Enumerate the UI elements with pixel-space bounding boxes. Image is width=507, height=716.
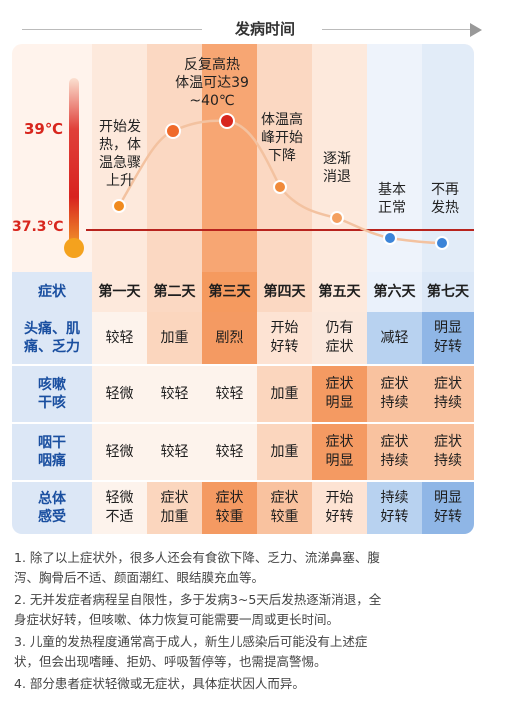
header-title: 发病时间 bbox=[234, 20, 295, 38]
timeline-header: 发病时间 bbox=[22, 14, 492, 44]
table-cell: 明显 好转 bbox=[422, 482, 474, 534]
fever-label-day5: 逐渐 消退 bbox=[323, 151, 351, 185]
fever-label-day7: 不再 发热 bbox=[431, 182, 459, 216]
table-cell: 症状 较重 bbox=[202, 482, 257, 534]
table-cell: 加重 bbox=[147, 312, 202, 364]
day-header: 第二天 bbox=[147, 272, 202, 312]
day-header: 第一天 bbox=[92, 272, 147, 312]
table-cell: 症状 明显 bbox=[312, 366, 367, 422]
day-header: 第六天 bbox=[367, 272, 422, 312]
table-cell: 开始 好转 bbox=[257, 312, 312, 364]
row-label: 头痛、肌 痛、乏力 bbox=[12, 312, 92, 364]
table-cell: 较轻 bbox=[147, 424, 202, 480]
temp-base-label: 37.3℃ bbox=[12, 219, 64, 235]
point-day2 bbox=[165, 123, 181, 139]
point-day1 bbox=[112, 199, 126, 213]
fever-label-day1: 开始发 热，体 温急骤 上升 bbox=[99, 119, 141, 189]
table-cell: 加重 bbox=[257, 366, 312, 422]
fever-curve bbox=[112, 113, 449, 250]
table-cell: 症状 较重 bbox=[257, 482, 312, 534]
day-header: 第三天 bbox=[202, 272, 257, 312]
table-cell: 较轻 bbox=[202, 366, 257, 422]
row-label: 咽干 咽痛 bbox=[12, 424, 92, 480]
note-1: 1. 除了以上症状外，很多人还会有食欲下降、乏力、流涕鼻塞、腹 泻、胸骨后不适、… bbox=[14, 550, 380, 585]
table-cell: 症状 持续 bbox=[422, 366, 474, 422]
table-corner: 症状 bbox=[12, 272, 92, 312]
table-cell: 较轻 bbox=[202, 424, 257, 480]
table-cell: 症状 明显 bbox=[312, 424, 367, 480]
table-cell: 仍有 症状 bbox=[312, 312, 367, 364]
note-2: 2. 无并发症者病程呈自限性，多于发病3~5天后发热逐渐消退，全 身症状好转，但… bbox=[14, 592, 382, 627]
fever-label-day4: 体温高 峰开始 下降 bbox=[261, 112, 303, 164]
table-cell: 持续 好转 bbox=[367, 482, 422, 534]
table-cell: 症状 加重 bbox=[147, 482, 202, 534]
table-cell: 开始 好转 bbox=[312, 482, 367, 534]
temp-high-label: 39℃ bbox=[24, 120, 64, 138]
table-cell: 症状 持续 bbox=[367, 424, 422, 480]
fever-label-day6: 基本 正常 bbox=[378, 182, 406, 216]
table-cell: 明显 好转 bbox=[422, 312, 474, 364]
day-header: 第四天 bbox=[257, 272, 312, 312]
note-3: 3. 儿童的发热程度通常高于成人，新生儿感染后可能没有上述症 状，但会出现嗜睡、… bbox=[14, 634, 368, 669]
point-day6 bbox=[383, 231, 397, 245]
table-cell: 减轻 bbox=[367, 312, 422, 364]
row-label: 咳嗽 干咳 bbox=[12, 366, 92, 422]
symptom-table: 症状 第一天 第二天 第三天 第四天 第五天 第六天 第七天 头痛、肌 痛、乏力… bbox=[12, 272, 474, 534]
point-day3 bbox=[219, 113, 235, 129]
table-cell: 轻微 bbox=[92, 366, 147, 422]
row-label: 总体 感受 bbox=[12, 482, 92, 534]
day-header: 第七天 bbox=[422, 272, 474, 312]
table-cell: 加重 bbox=[257, 424, 312, 480]
baseline-line bbox=[86, 229, 474, 231]
table-cell: 较轻 bbox=[92, 312, 147, 364]
fever-label-day2-3: 反复高热 体温可达39 ~40℃ bbox=[175, 57, 249, 109]
table-cell: 症状 持续 bbox=[367, 366, 422, 422]
table-cell: 轻微 bbox=[92, 424, 147, 480]
day-header: 第五天 bbox=[312, 272, 367, 312]
point-day5 bbox=[330, 211, 344, 225]
thermometer-icon bbox=[64, 78, 84, 258]
arrow-head-icon bbox=[470, 23, 482, 37]
table-cell: 较轻 bbox=[147, 366, 202, 422]
table-cell: 剧烈 bbox=[202, 312, 257, 364]
point-day7 bbox=[435, 236, 449, 250]
table-cell: 症状 持续 bbox=[422, 424, 474, 480]
table-cell: 轻微 不适 bbox=[92, 482, 147, 534]
note-4: 4. 部分患者症状轻微或无症状，具体症状因人而异。 bbox=[14, 676, 305, 691]
point-day4 bbox=[273, 180, 287, 194]
